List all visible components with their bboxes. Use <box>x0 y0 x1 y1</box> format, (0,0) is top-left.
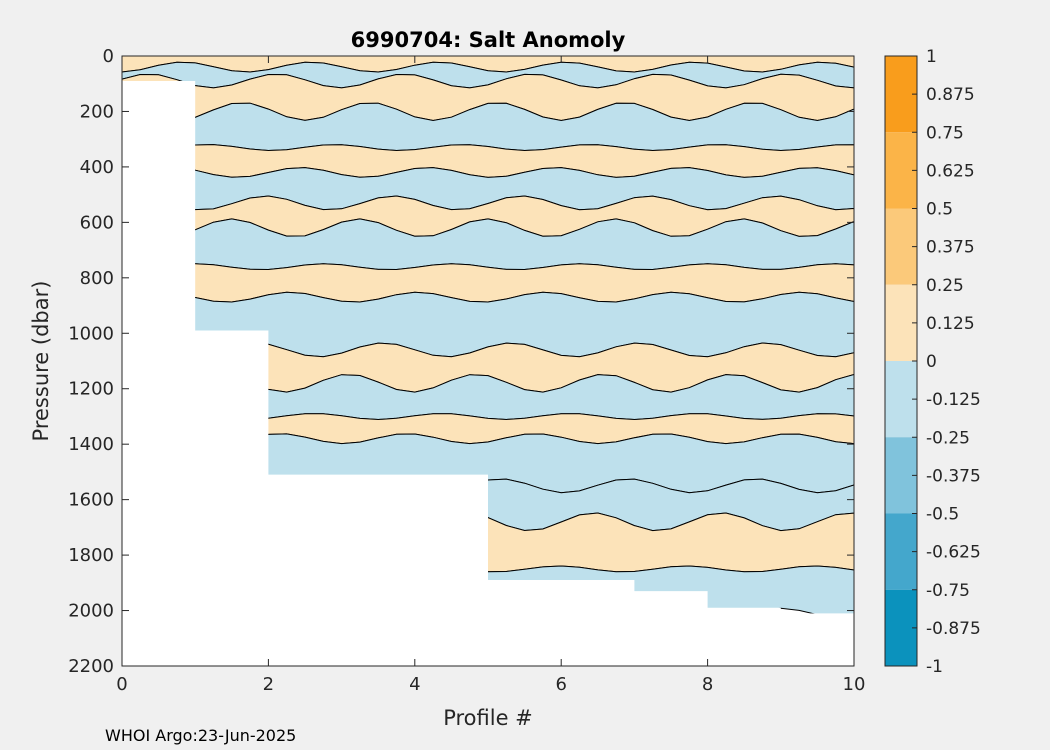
x-tick-label: 10 <box>843 674 866 695</box>
y-tick-label: 200 <box>80 101 114 122</box>
x-tick-label: 2 <box>263 674 274 695</box>
y-axis-label: Pressure (dbar) <box>29 281 53 442</box>
y-tick-label: 600 <box>80 212 114 233</box>
colorbar-tick-label: -0.5 <box>926 505 959 525</box>
y-tick-label: 400 <box>80 157 114 178</box>
colorbar-tick-label: 0.375 <box>926 238 975 258</box>
plot-frame <box>121 55 855 667</box>
colorbar-band <box>885 132 917 209</box>
colorbar-band <box>885 208 917 285</box>
anomaly-layer <box>122 263 854 303</box>
y-tick-label: 1200 <box>68 379 114 400</box>
y-tick-label: 0 <box>103 46 114 67</box>
plot-area <box>121 55 855 667</box>
x-tick-label: 6 <box>555 674 566 695</box>
colorbar-tick-label: 0.875 <box>926 85 975 105</box>
colorbar-band <box>885 284 917 361</box>
anomaly-layer <box>122 218 854 271</box>
x-axis-label: Profile # <box>443 706 533 730</box>
y-tick-label: 1000 <box>68 323 114 344</box>
colorbar: 1 0.875 0.75 0.625 0.5 0.375 0.25 0.125 0 -0.125 -… <box>884 47 981 677</box>
y-tick-label: 2200 <box>68 656 114 677</box>
colorbar-tick-label: -0.75 <box>926 581 970 601</box>
x-axis: 0 2 4 6 8 10 <box>116 56 865 695</box>
anomaly-layer <box>122 56 854 73</box>
colorbar-tick-label: -0.25 <box>926 428 970 448</box>
x-tick-label: 0 <box>116 674 127 695</box>
colorbar-tick-label: -0.875 <box>926 619 981 639</box>
y-tick-label: 800 <box>80 268 114 289</box>
chart-title: 6990704: Salt Anomoly <box>351 28 626 52</box>
y-tick-label: 1400 <box>68 434 114 455</box>
y-tick-label: 1600 <box>68 490 114 511</box>
colorbar-tick-label: 0.25 <box>926 276 964 296</box>
y-axis: 0 200 400 600 800 1000 1200 1400 1600 1800 2000 220… <box>68 46 854 677</box>
colorbar-tick-label: 1 <box>926 47 937 67</box>
anomaly-layer <box>122 144 854 178</box>
colorbar-band <box>885 361 917 438</box>
colorbar-tick-label: 0.625 <box>926 161 975 181</box>
colorbar-tick-label: -0.125 <box>926 390 981 410</box>
y-tick-label: 2000 <box>68 601 114 622</box>
colorbar-tick-label: -0.625 <box>926 543 981 563</box>
colorbar-band <box>885 56 917 133</box>
colorbar-tick-label: -0.375 <box>926 466 981 486</box>
colorbar-band <box>885 513 917 590</box>
x-tick-label: 8 <box>702 674 713 695</box>
y-tick-label: 1800 <box>68 545 114 566</box>
x-tick-label: 4 <box>409 674 420 695</box>
colorbar-band <box>885 589 917 666</box>
footer-credit: WHOI Argo:23-Jun-2025 <box>105 726 296 745</box>
colorbar-tick-label: 0.5 <box>926 200 953 220</box>
anomaly-layer <box>122 102 854 152</box>
colorbar-tick-label: 0 <box>926 352 937 372</box>
colorbar-tick-label: 0.75 <box>926 123 964 143</box>
colorbar-band <box>885 437 917 514</box>
colorbar-tick-label: 0.125 <box>926 314 975 334</box>
colorbar-tick-label: -1 <box>926 657 943 677</box>
